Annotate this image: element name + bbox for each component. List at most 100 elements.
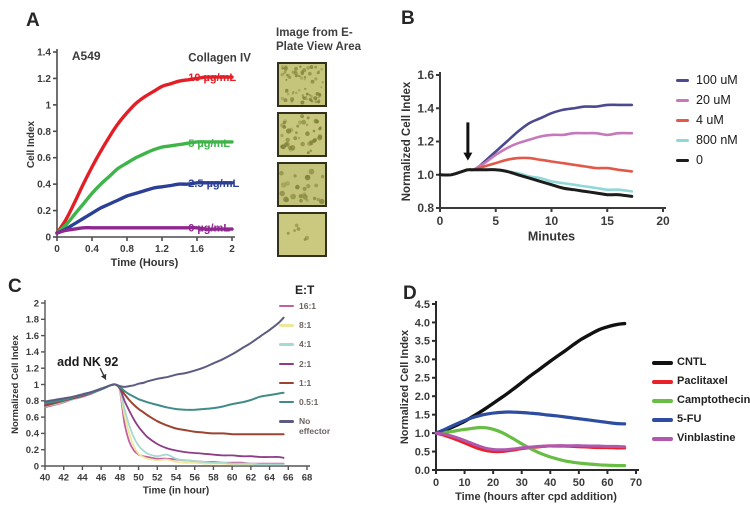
legend-swatch: [676, 159, 689, 162]
svg-text:4.0: 4.0: [415, 317, 430, 329]
svg-text:2.0: 2.0: [415, 391, 430, 403]
legend-label: Vinblastine: [677, 432, 736, 444]
legend-swatch: [652, 437, 673, 441]
eplate-image: [277, 112, 327, 157]
svg-text:A549: A549: [72, 49, 101, 63]
svg-text:0 µg/mL: 0 µg/mL: [188, 223, 230, 235]
svg-text:62: 62: [246, 473, 257, 484]
svg-text:Time (Hours): Time (Hours): [111, 257, 179, 269]
svg-text:0: 0: [34, 461, 39, 472]
svg-text:1.0: 1.0: [417, 168, 434, 182]
legend-swatch: [676, 79, 689, 82]
eplate-image: [277, 162, 327, 207]
svg-text:10: 10: [545, 214, 559, 228]
panel-d-legend: CNTL Paclitaxel Camptothecin 5-FU Vinblastin…: [652, 356, 750, 451]
legend-item: CNTL: [652, 356, 750, 368]
legend-item: Paclitaxel: [652, 375, 750, 387]
svg-text:0.8: 0.8: [120, 244, 134, 255]
svg-text:0.4: 0.4: [37, 180, 51, 191]
panel-b-legend: 100 uM 20 uM 4 uM 800 nM 0: [676, 73, 738, 173]
svg-text:40: 40: [544, 477, 556, 489]
svg-text:3.5: 3.5: [415, 336, 430, 348]
legend-item: 1:1: [279, 378, 339, 388]
panel-b-label: B: [401, 8, 415, 29]
panel-c-legend: E:T 16:1 8:1 4:1 2:1 1:1 0.5:1 No effector: [279, 283, 339, 446]
legend-swatch: [652, 361, 673, 365]
legend-item: No effector: [279, 416, 339, 436]
panel-d-chart: 0 10 20 30 40 50 60 70 0.0 0.5 1.0 1.5 2.0 2.5 3.0 3.5 4…: [399, 299, 642, 503]
svg-text:0: 0: [54, 244, 60, 255]
legend-label: 4 uM: [696, 113, 724, 127]
svg-text:0.8: 0.8: [417, 201, 434, 215]
svg-text:Cell Index: Cell Index: [26, 120, 37, 168]
svg-text:1: 1: [45, 100, 51, 111]
svg-text:70: 70: [630, 477, 642, 489]
legend-item: 4:1: [279, 339, 339, 349]
legend-label: 8:1: [299, 320, 312, 331]
svg-text:5: 5: [492, 214, 499, 228]
legend-label: Paclitaxel: [677, 375, 728, 387]
legend-swatch: [279, 400, 294, 404]
svg-text:66: 66: [283, 473, 294, 484]
legend-swatch: [652, 380, 673, 384]
legend-item: 20 uM: [676, 93, 738, 107]
svg-text:0.8: 0.8: [26, 396, 39, 407]
legend-label: No effector: [299, 416, 331, 437]
legend-label: 16:1: [299, 301, 317, 311]
legend-label: 5-FU: [677, 413, 702, 425]
panel-d-label: D: [403, 283, 417, 304]
eplate-image: [277, 62, 327, 107]
legend-item: 8:1: [279, 320, 339, 330]
svg-text:1.2: 1.2: [37, 74, 51, 85]
legend-item: Camptothecin: [652, 394, 750, 406]
legend-label: CNTL: [677, 356, 707, 368]
eplate-header: Image from E-Plate View Area: [276, 27, 362, 54]
svg-text:1.6: 1.6: [26, 331, 39, 342]
svg-text:2.5 µg/mL: 2.5 µg/mL: [188, 178, 239, 190]
panel-c-chart: 40 42 44 46 48 50 52 54 56 58 60 62 64 66 68 0 0.2 0.4 0.6…: [10, 298, 313, 497]
legend-swatch: [676, 139, 689, 142]
svg-text:1.2: 1.2: [417, 135, 434, 149]
svg-text:30: 30: [516, 477, 528, 489]
svg-text:46: 46: [96, 473, 107, 484]
svg-text:64: 64: [264, 473, 275, 484]
legend-item: 0.5:1: [279, 397, 339, 407]
svg-text:2: 2: [229, 244, 235, 255]
svg-text:5 µg/mL: 5 µg/mL: [188, 138, 230, 150]
svg-text:0.4: 0.4: [26, 429, 40, 440]
legend-swatch: [676, 99, 689, 102]
svg-text:54: 54: [171, 473, 182, 484]
legend-swatch: [279, 362, 294, 365]
svg-text:52: 52: [152, 473, 163, 484]
svg-text:60: 60: [227, 473, 238, 484]
svg-text:Time (in hour): Time (in hour): [143, 486, 209, 497]
legend-item: 100 uM: [676, 73, 738, 87]
svg-text:1.6: 1.6: [417, 68, 434, 82]
svg-text:20: 20: [487, 477, 499, 489]
legend-label: 20 uM: [696, 93, 731, 107]
legend-swatch: [279, 305, 294, 308]
panel-a-chart: 0 0.4 0.8 1.2 1.6 2 0 0.2 0.4 0.6 0.8 1 1.2 1.4 Time (…: [26, 48, 251, 270]
svg-text:10: 10: [458, 477, 470, 489]
legend-item: 4 uM: [676, 113, 738, 127]
svg-text:add NK 92: add NK 92: [57, 355, 118, 369]
svg-text:1: 1: [34, 380, 40, 391]
svg-text:0: 0: [433, 477, 439, 489]
svg-text:2.5: 2.5: [415, 373, 430, 385]
legend-label: 0.5:1: [299, 396, 319, 407]
svg-text:Minutes: Minutes: [528, 230, 575, 244]
svg-text:0.2: 0.2: [37, 206, 51, 217]
svg-text:68: 68: [302, 473, 313, 484]
svg-text:3.0: 3.0: [415, 354, 430, 366]
svg-text:1.2: 1.2: [26, 364, 39, 375]
eplate-image: [277, 212, 327, 257]
svg-text:Normalized Cell Index: Normalized Cell Index: [401, 81, 413, 201]
svg-text:1.6: 1.6: [190, 244, 204, 255]
svg-text:48: 48: [115, 473, 126, 484]
svg-text:0: 0: [45, 233, 51, 244]
svg-text:1.0: 1.0: [415, 428, 430, 440]
legend-swatch: [279, 381, 294, 385]
svg-text:58: 58: [208, 473, 219, 484]
svg-text:10 µg/mL: 10 µg/mL: [188, 72, 236, 84]
